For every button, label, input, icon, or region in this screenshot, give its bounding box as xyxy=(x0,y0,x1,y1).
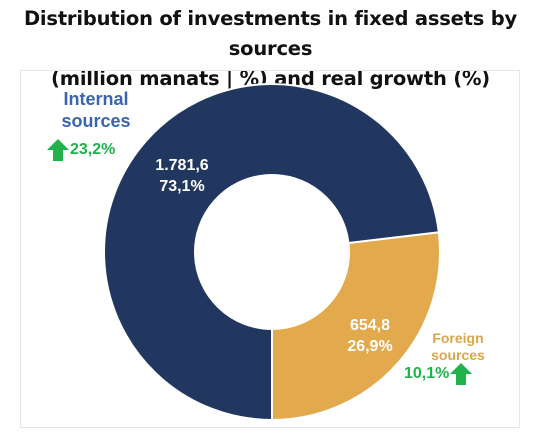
chart-panel xyxy=(20,70,520,428)
internal-label-line-2: sources xyxy=(61,111,131,131)
up-arrow-icon xyxy=(47,139,69,161)
internal-label-line-1: Internal xyxy=(63,89,129,109)
foreign-growth-value: 10,1% xyxy=(404,365,450,382)
slice-internal-sources xyxy=(103,83,440,422)
internal-percent-label: 73,1% xyxy=(159,178,204,195)
up-arrow-icon xyxy=(450,363,473,385)
foreign-sources-label: Foreign sources xyxy=(408,330,508,364)
title-line-1: Distribution of investments in fixed ass… xyxy=(23,7,518,60)
foreign-percent-label: 26,9% xyxy=(347,338,392,355)
internal-value-label: 1.781,6 xyxy=(155,157,208,174)
foreign-value-label: 654,8 xyxy=(350,317,390,334)
internal-growth: 23,2% xyxy=(46,138,115,162)
internal-growth-value: 23,2% xyxy=(70,141,116,158)
slice-foreign-sources xyxy=(271,231,441,422)
foreign-label-line-1: Foreign xyxy=(432,330,484,346)
foreign-label-line-2: sources xyxy=(431,347,485,363)
internal-sources-label: Internal sources xyxy=(36,88,156,132)
chart-title: Distribution of investments in fixed ass… xyxy=(0,4,541,94)
foreign-growth: 10,1% xyxy=(404,362,473,386)
title-line-2: (million manats | %) and real growth (%) xyxy=(50,67,491,90)
